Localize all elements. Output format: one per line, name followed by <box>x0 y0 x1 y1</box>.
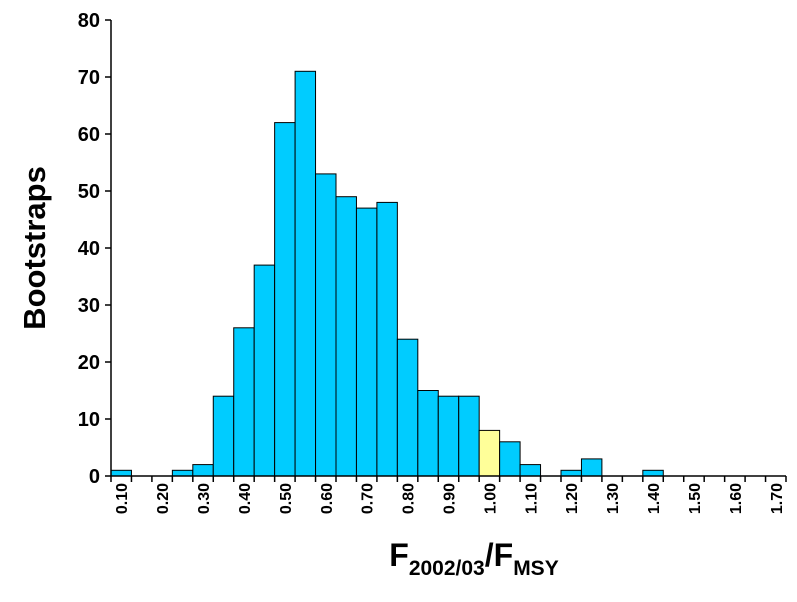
x-tick-label-1.20: 1.20 <box>564 483 581 514</box>
x-tick-label-1.60: 1.60 <box>728 483 745 514</box>
bar-0.65 <box>335 196 357 477</box>
x-ticks-group: 0.10 0.20 0.30 0.40 0.50 0.60 0.70 0.80 0.90 1.00… <box>110 476 787 514</box>
x-axis-title-slash: / <box>485 537 494 573</box>
x-tick-label-0.70: 0.70 <box>360 483 377 514</box>
x-axis-title-base: F <box>389 537 409 573</box>
bar-0.95 <box>458 395 480 477</box>
bar-1.40 <box>642 469 664 477</box>
bar-0.45 <box>253 264 276 477</box>
x-tick-label-0.10: 0.10 <box>114 483 131 514</box>
x-axis-title-sub1: 2002/03 <box>409 557 485 580</box>
y-tick-label-20: 20 <box>78 352 100 374</box>
bar-0.90 <box>437 395 460 477</box>
x-tick-label-0.60: 0.60 <box>319 483 336 514</box>
bar-0.25 <box>171 469 194 477</box>
x-tick-label-0.20: 0.20 <box>155 483 172 514</box>
x-axis-title-sub2: MSY <box>513 557 559 580</box>
bar-0.85 <box>417 390 439 477</box>
bar-0.75 <box>376 201 398 477</box>
y-tick-label-70: 70 <box>78 67 100 89</box>
y-tick-label-80: 80 <box>78 10 100 32</box>
y-tick-label-0: 0 <box>89 466 100 488</box>
bar-1.00 <box>478 429 501 477</box>
bar-1.25 <box>580 458 603 477</box>
bar-0.10 <box>110 469 132 477</box>
x-tick-label-0.40: 0.40 <box>237 483 254 514</box>
bar-0.60 <box>315 173 337 477</box>
bar-0.40 <box>233 327 255 477</box>
x-tick-label-0.30: 0.30 <box>196 483 213 514</box>
x-tick-label-1.40: 1.40 <box>646 483 663 514</box>
x-tick-label-1.10: 1.10 <box>523 483 540 514</box>
x-axis-title-base2: F <box>494 537 514 573</box>
x-axis-title: F2002/03/FMSY <box>389 537 558 580</box>
y-tick-label-60: 60 <box>78 124 100 146</box>
x-tick-label-1.50: 1.50 <box>687 483 704 514</box>
x-tick-label-0.80: 0.80 <box>401 483 418 514</box>
y-tick-label-10: 10 <box>78 409 100 431</box>
bar-0.30 <box>192 464 214 477</box>
bar-0.55 <box>294 70 317 477</box>
y-tick-label-40: 40 <box>78 238 100 260</box>
bar-1.05 <box>499 441 521 477</box>
bar-0.80 <box>396 338 419 477</box>
x-tick-label-0.50: 0.50 <box>278 483 295 514</box>
bar-1.20 <box>560 469 582 477</box>
y-ticks-group: 0 10 20 30 40 50 60 70 80 <box>78 10 111 488</box>
bar-0.35 <box>212 395 235 477</box>
bars-group <box>110 70 664 477</box>
x-tick-label-1.30: 1.30 <box>605 483 622 514</box>
bar-0.50 <box>274 122 296 477</box>
y-tick-label-50: 50 <box>78 181 100 203</box>
y-tick-label-30: 30 <box>78 295 100 317</box>
x-tick-label-0.90: 0.90 <box>442 483 459 514</box>
x-tick-label-1.00: 1.00 <box>482 483 499 514</box>
bar-0.70 <box>355 207 378 477</box>
x-tick-label-1.70: 1.70 <box>769 483 786 514</box>
bar-1.10 <box>519 464 542 477</box>
y-axis-title: Bootstraps <box>17 166 52 330</box>
